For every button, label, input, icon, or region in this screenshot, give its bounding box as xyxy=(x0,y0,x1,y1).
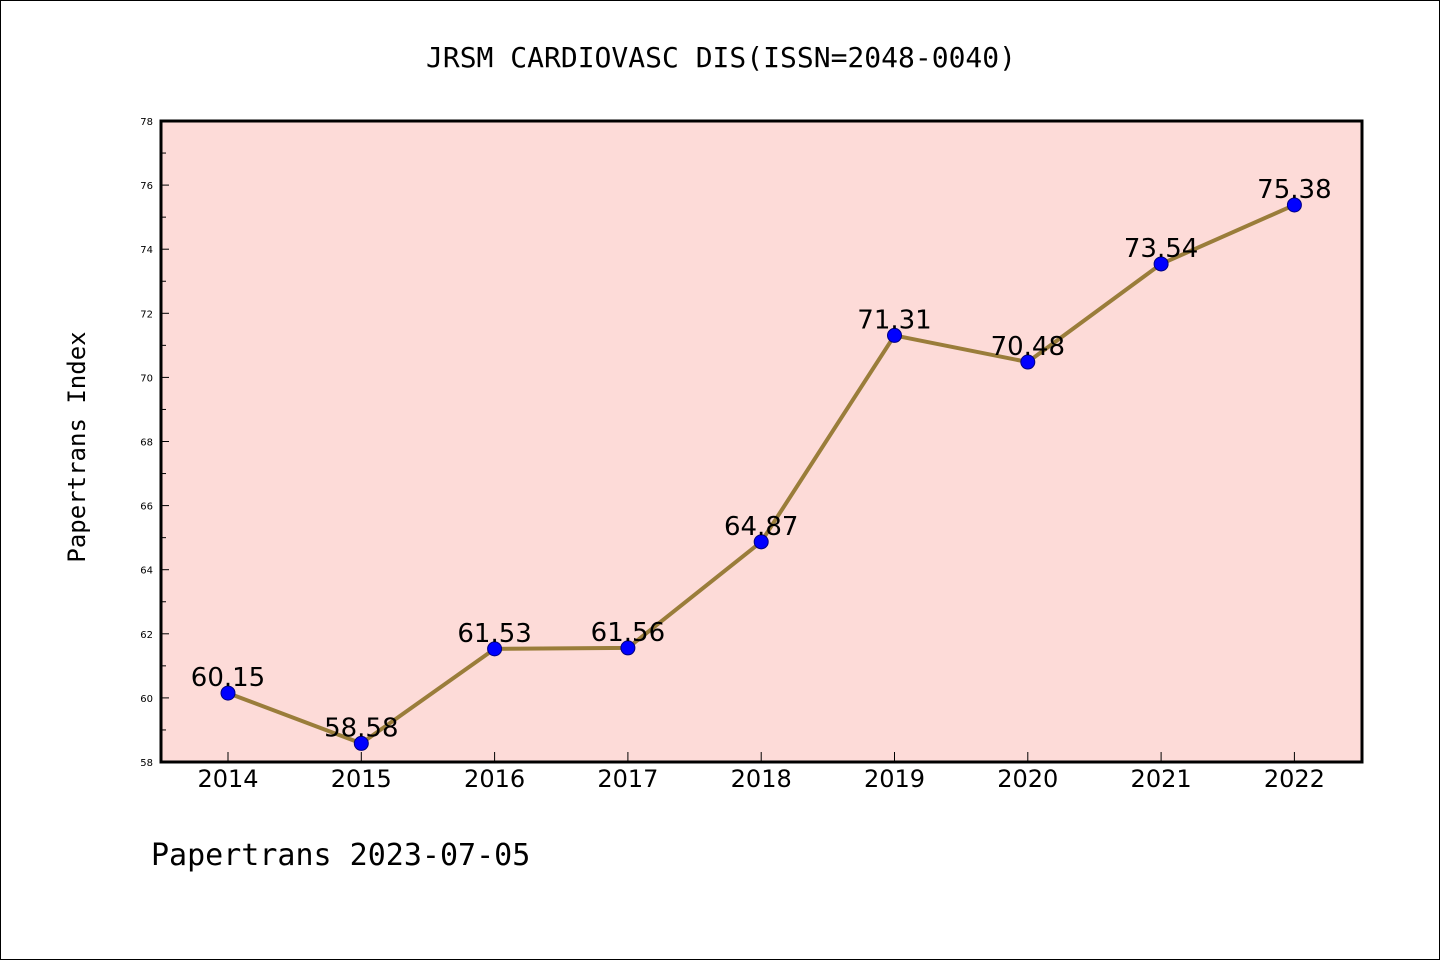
data-point xyxy=(220,685,236,701)
y-tick-label: 60 xyxy=(140,694,153,705)
x-tick-label: 2017 xyxy=(597,765,658,793)
y-tick-label: 70 xyxy=(140,373,153,384)
data-point xyxy=(353,735,369,751)
footer-stamp: Papertrans 2023-07-05 xyxy=(151,838,530,873)
data-label: 75.38 xyxy=(1257,175,1331,205)
y-tick-label: 78 xyxy=(140,117,153,128)
data-label: 60.15 xyxy=(191,663,265,693)
y-axis-ticks: 58 60 62 64 66 68 70 72 74 76 78 xyxy=(140,117,169,769)
y-tick-label: 68 xyxy=(140,438,153,449)
plot-area xyxy=(161,121,1362,762)
y-tick-label: 62 xyxy=(140,630,153,641)
y-tick-label: 76 xyxy=(140,181,153,192)
data-point xyxy=(1153,256,1169,272)
x-tick-label: 2020 xyxy=(997,765,1058,793)
y-tick-label: 66 xyxy=(140,502,153,513)
data-label: 71.31 xyxy=(857,305,931,335)
x-tick-label: 2019 xyxy=(864,765,925,793)
data-label: 58.58 xyxy=(324,713,398,743)
series-layer: 60.15 58.58 61.53 61.56 64.87 71.31 70.48 73.54… xyxy=(191,175,1332,751)
data-label: 61.56 xyxy=(591,618,665,648)
data-label: 73.54 xyxy=(1124,234,1198,264)
x-tick-label: 2018 xyxy=(731,765,792,793)
data-point xyxy=(753,534,769,550)
data-point xyxy=(1286,197,1302,213)
data-point xyxy=(620,640,636,656)
data-label: 70.48 xyxy=(991,332,1065,362)
x-tick-label: 2021 xyxy=(1131,765,1192,793)
y-axis-label: Papertrans Index xyxy=(63,331,91,562)
chart-title: JRSM CARDIOVASC DIS(ISSN=2048-0040) xyxy=(426,41,1016,74)
x-tick-label: 2014 xyxy=(197,765,258,793)
y-tick-label: 58 xyxy=(140,758,153,769)
y-tick-label: 74 xyxy=(140,245,153,256)
plot-frame xyxy=(159,119,1364,764)
data-point xyxy=(487,641,503,657)
y-tick-label: 64 xyxy=(140,566,153,577)
x-tick-label: 2022 xyxy=(1264,765,1325,793)
x-tick-label: 2016 xyxy=(464,765,525,793)
data-point xyxy=(1020,354,1036,370)
y-tick-label: 72 xyxy=(140,309,153,320)
x-tick-label: 2015 xyxy=(331,765,392,793)
x-axis-ticks: 2014 2015 2016 2017 2018 2019 2020 2021 2022 xyxy=(197,752,1325,793)
data-label: 64.87 xyxy=(724,512,798,542)
data-point xyxy=(887,327,902,343)
data-label: 61.53 xyxy=(457,619,531,649)
